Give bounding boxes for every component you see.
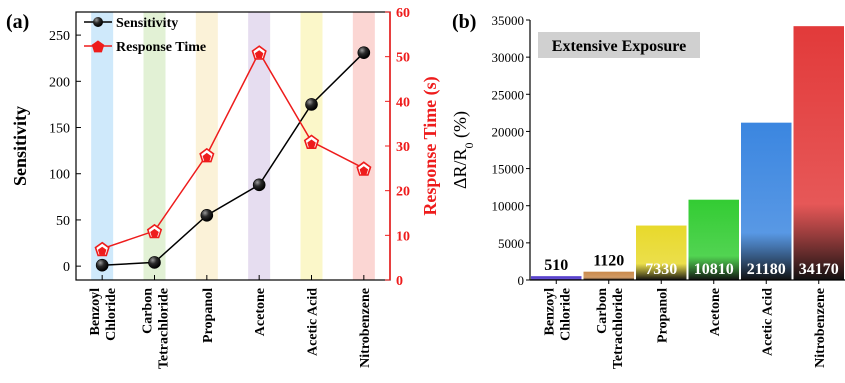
point-sensitivity bbox=[305, 98, 318, 111]
point-fill-response-time bbox=[150, 228, 159, 237]
bar-acetone bbox=[688, 199, 739, 280]
point-fill-response-time bbox=[254, 50, 264, 59]
x-tick-label-b: Benzoyl bbox=[542, 288, 557, 336]
y-tick-label: 200 bbox=[49, 75, 70, 90]
point-sensitivity bbox=[95, 258, 109, 272]
axes-a: 0 50 100 150 200 250 0 10 20 30 40 50 60 Benzoyl Chlor… bbox=[49, 6, 410, 369]
y-tick-label-b: 10000 bbox=[492, 199, 525, 214]
y-tick-label: 50 bbox=[56, 214, 70, 229]
bar-value-label: 10810 bbox=[694, 261, 734, 278]
y-tick-label-b: 20000 bbox=[492, 124, 525, 139]
bar-acetic-acid bbox=[741, 122, 792, 280]
y2-tick-label: 60 bbox=[396, 6, 410, 21]
y-tick-label-b: 15000 bbox=[492, 162, 525, 177]
point-sensitivity bbox=[148, 256, 161, 269]
bar-carbon-tetrachloride bbox=[583, 271, 634, 280]
bar-value-label: 21180 bbox=[747, 261, 786, 278]
band-carbon-tetrachloride bbox=[143, 12, 166, 280]
x-tick-label: Acetone bbox=[253, 288, 268, 336]
legend-sensitivity-marker bbox=[93, 17, 103, 27]
y-tick-label: 150 bbox=[49, 122, 70, 137]
band-nitrobenzene bbox=[352, 12, 375, 280]
chart-title-box: Extensive Exposure bbox=[538, 32, 700, 58]
chart-title: Extensive Exposure bbox=[552, 38, 686, 55]
x-tick-label: Tetrachloride bbox=[157, 288, 172, 369]
legend: Sensitivity Response Time bbox=[84, 16, 206, 55]
x-tick-label-b: Acetone bbox=[708, 288, 723, 336]
bars: 510 1120 7330 10810 21180 34170 bbox=[531, 26, 844, 281]
bar-propanol bbox=[636, 225, 687, 280]
y-tick-label-b: 25000 bbox=[492, 87, 525, 102]
panel-b: (b) Extensive Exposure 510 1120 7330 10810 2… bbox=[450, 11, 845, 369]
x-tick-label: Chloride bbox=[104, 288, 119, 341]
bar-benzoyl-chloride bbox=[531, 276, 582, 280]
y-tick-label-b: 5000 bbox=[498, 236, 524, 251]
y2-tick-label: 50 bbox=[396, 51, 410, 66]
band-acetone bbox=[248, 12, 271, 280]
bar-value-label: 34170 bbox=[799, 261, 839, 278]
point-fill-response-time bbox=[202, 152, 212, 162]
bar-value-label: 1120 bbox=[593, 253, 624, 270]
y2-tick-label: 20 bbox=[396, 185, 410, 200]
x-tick-label: Carbon bbox=[141, 288, 156, 334]
y2-tick-label: 40 bbox=[396, 95, 410, 110]
y-tick-label-b: 35000 bbox=[492, 13, 525, 28]
point-sensitivity bbox=[357, 46, 371, 59]
line-sensitivity bbox=[102, 52, 365, 266]
y2-tick-label: 0 bbox=[396, 274, 403, 289]
y-tick-label: 250 bbox=[49, 29, 70, 44]
legend-sensitivity-label: Sensitivity bbox=[116, 16, 178, 31]
point-fill-response-time bbox=[97, 246, 107, 255]
y2-tick-label: 10 bbox=[396, 229, 410, 244]
bar-nitrobenzene bbox=[793, 26, 844, 281]
panel-a-label: (a) bbox=[6, 11, 29, 33]
y-axis-label: Sensitivity bbox=[10, 106, 30, 186]
y2-tick-label: 30 bbox=[396, 140, 410, 155]
series-a bbox=[94, 45, 372, 272]
point-sensitivity bbox=[252, 178, 266, 192]
panel-b-label: (b) bbox=[452, 11, 476, 33]
x-tick-label-b: Nitrobenzene bbox=[813, 288, 828, 368]
x-tick-label-b: Propanol bbox=[655, 288, 670, 343]
x-tick-label: Benzoyl bbox=[88, 288, 103, 336]
x-tick-label-b: Carbon bbox=[595, 288, 610, 334]
line-response-time bbox=[101, 50, 365, 250]
y-axis-label-b: ΔR/R0 (%) bbox=[450, 111, 476, 189]
y-tick-label-b: 0 bbox=[518, 273, 525, 288]
x-tick-label-b: Tetrachloride bbox=[611, 288, 626, 369]
bar-value-label: 510 bbox=[544, 257, 568, 274]
x-tick-label-b: Acetic Acid bbox=[760, 288, 775, 356]
legend-response-label: Response Time bbox=[116, 40, 206, 55]
x-tick-label: Acetic Acid bbox=[306, 288, 321, 356]
y-tick-label: 0 bbox=[63, 260, 70, 275]
y-tick-label-b: 30000 bbox=[492, 50, 525, 65]
x-tick-label: Nitrobenzene bbox=[358, 288, 373, 368]
axes-b: 0 5000 10000 15000 20000 25000 30000 35000 Benzo… bbox=[492, 13, 845, 369]
point-fill-response-time bbox=[359, 166, 369, 175]
point-fill-response-time bbox=[307, 139, 316, 148]
band-benzoyl-chloride bbox=[91, 12, 114, 280]
x-tick-label-b: Chloride bbox=[558, 288, 573, 341]
legend-response-marker bbox=[91, 40, 105, 53]
point-sensitivity bbox=[200, 209, 214, 222]
y-tick-label: 100 bbox=[49, 168, 70, 183]
x-tick-label: Propanol bbox=[201, 288, 216, 343]
y2-axis-label: Response Time (s) bbox=[420, 76, 441, 215]
bar-value-label: 7330 bbox=[645, 261, 677, 278]
